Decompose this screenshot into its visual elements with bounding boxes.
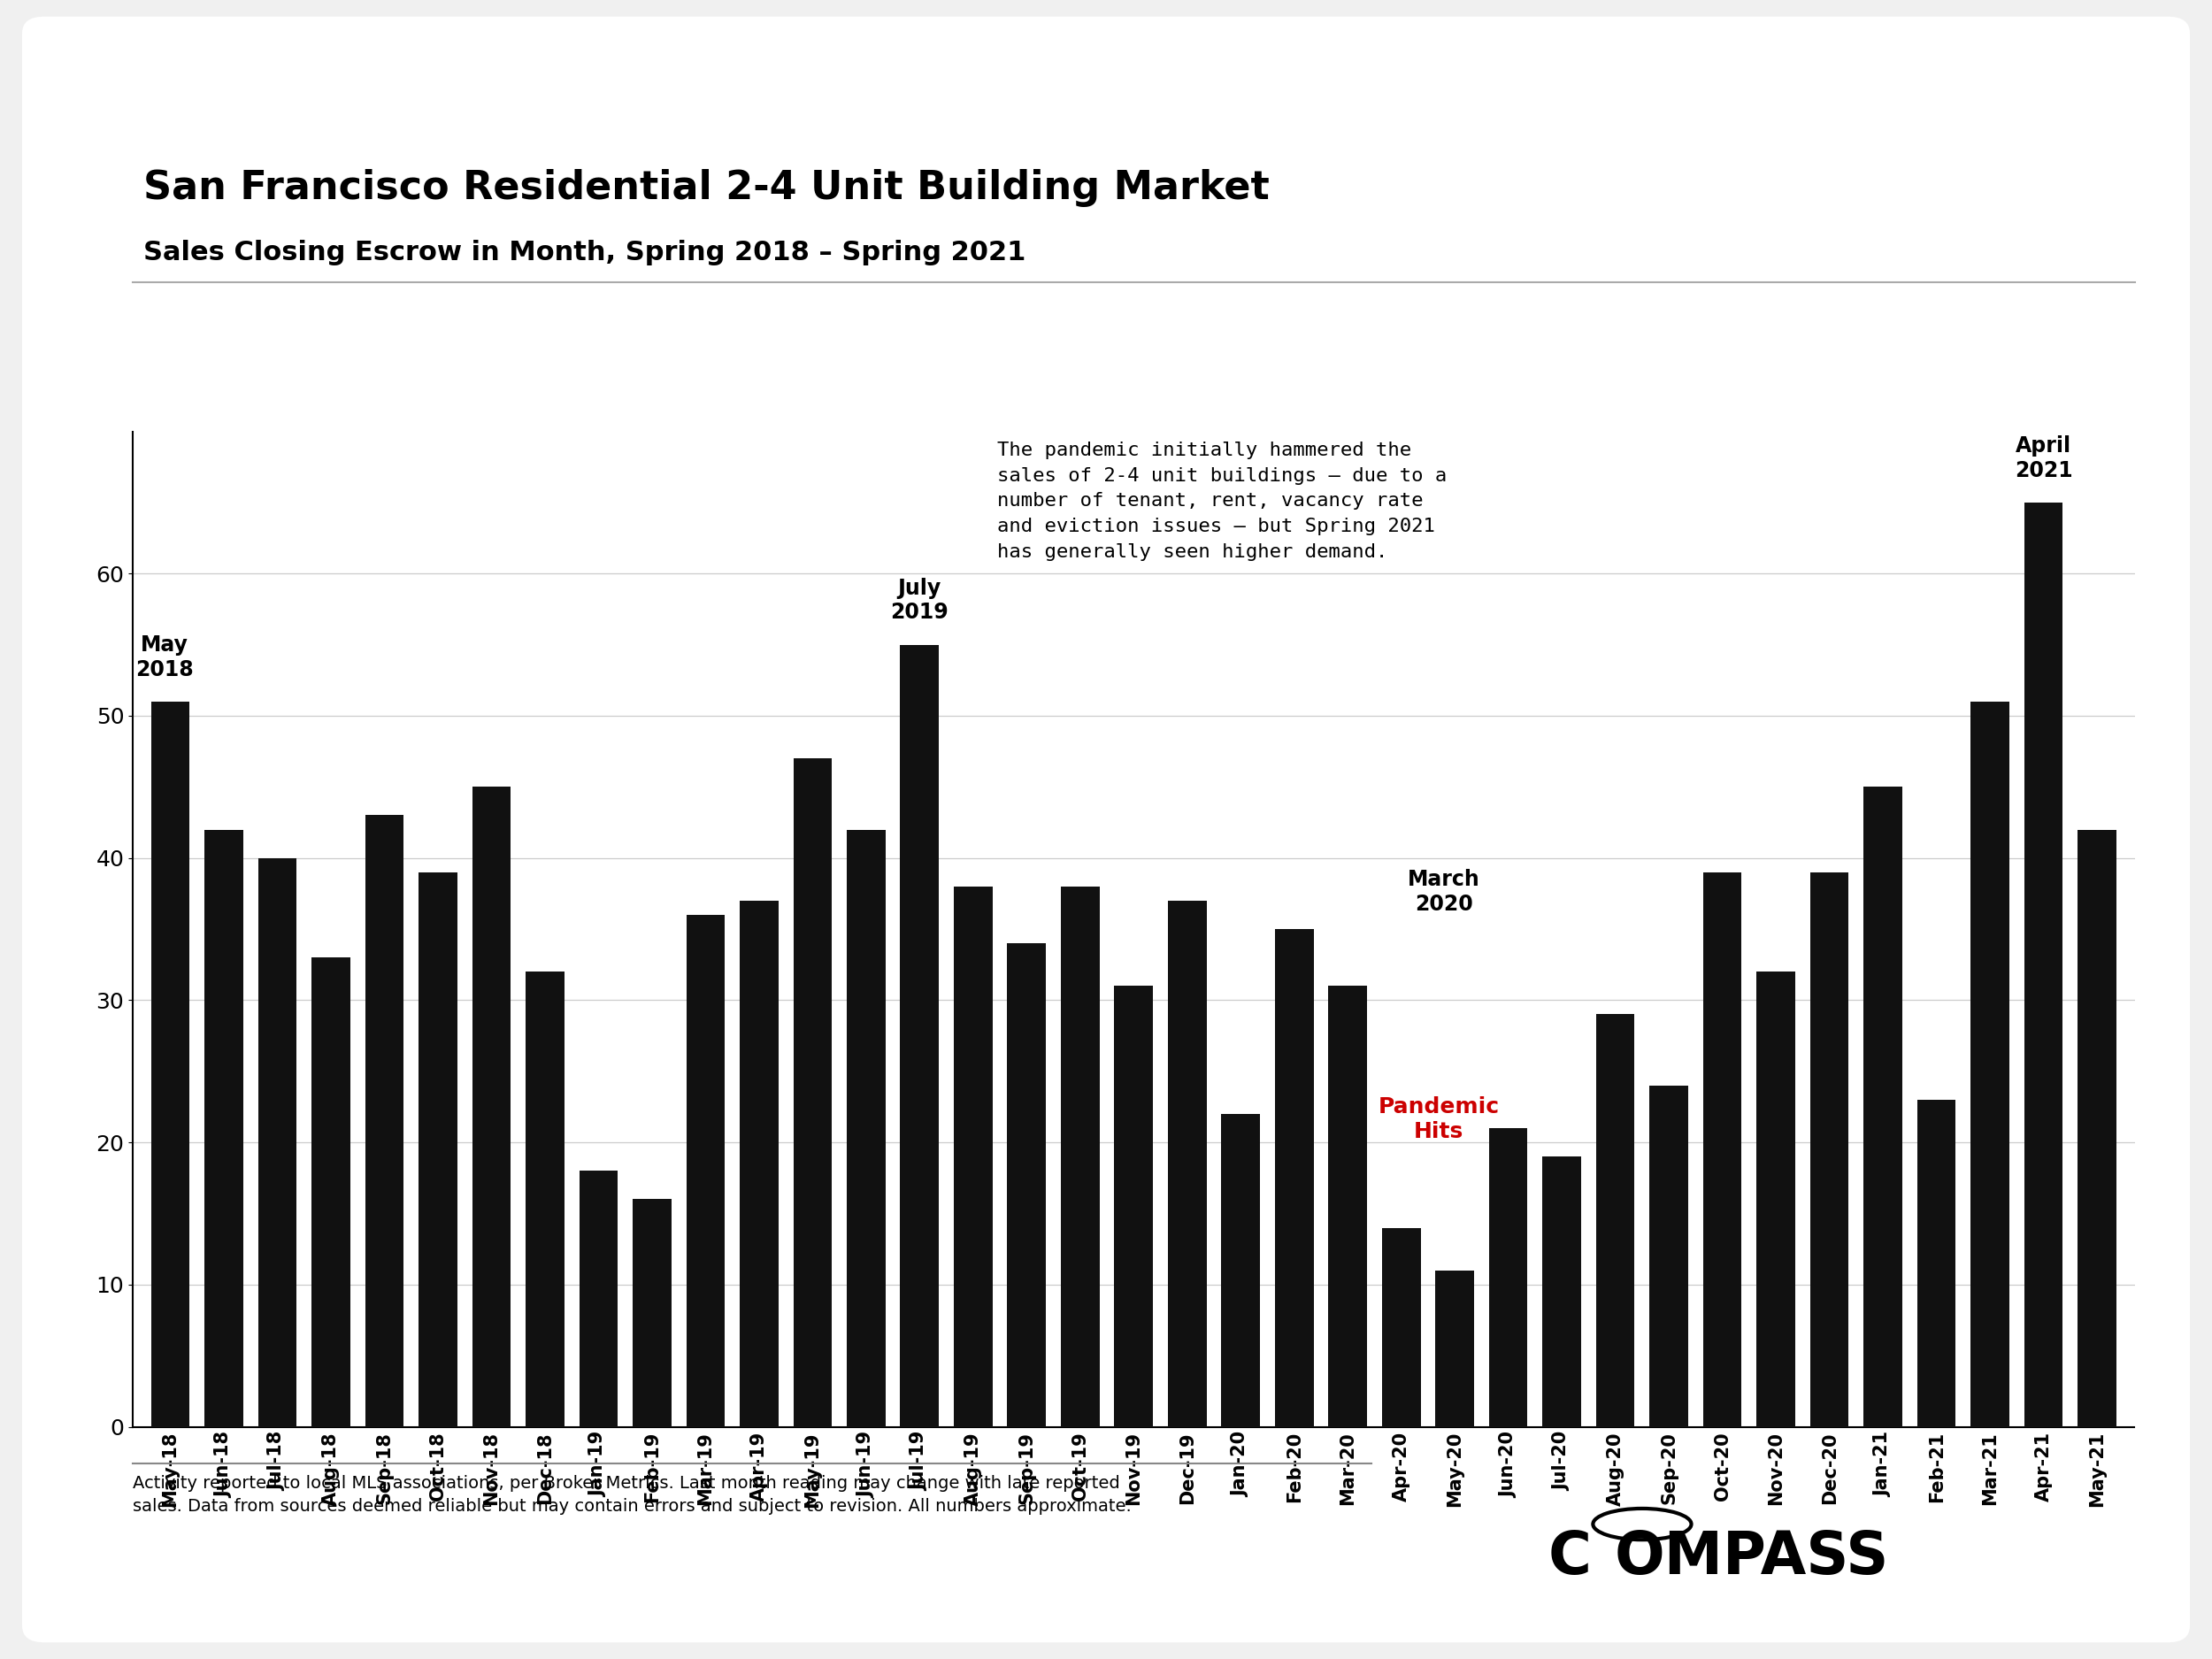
- Text: April
2021: April 2021: [2015, 435, 2073, 481]
- Bar: [2077, 830, 2117, 1427]
- Text: Sales Closing Escrow in Month, Spring 2018 – Spring 2021: Sales Closing Escrow in Month, Spring 20…: [144, 241, 1026, 265]
- Text: July
2019: July 2019: [891, 577, 949, 624]
- Bar: [1274, 929, 1314, 1427]
- Bar: [580, 1171, 617, 1427]
- Text: San Francisco Residential 2-4 Unit Building Market: San Francisco Residential 2-4 Unit Build…: [144, 169, 1270, 207]
- Bar: [1489, 1128, 1528, 1427]
- Bar: [1006, 944, 1046, 1427]
- Bar: [2024, 503, 2064, 1427]
- Bar: [1436, 1271, 1473, 1427]
- Text: March
2020: March 2020: [1407, 869, 1480, 914]
- Bar: [418, 873, 458, 1427]
- Bar: [739, 901, 779, 1427]
- Text: Activity reported to local MLS associations, per Broker Metrics. Last month read: Activity reported to local MLS associati…: [133, 1475, 1133, 1515]
- Bar: [312, 957, 349, 1427]
- Bar: [633, 1199, 670, 1427]
- Bar: [1756, 972, 1796, 1427]
- Bar: [204, 830, 243, 1427]
- Bar: [1329, 985, 1367, 1427]
- Text: The pandemic initially hammered the
sales of 2-4 unit buildings – due to a
numbe: The pandemic initially hammered the sale…: [998, 441, 1447, 561]
- Text: OMPASS: OMPASS: [1615, 1528, 1889, 1586]
- Bar: [1971, 702, 2008, 1427]
- Bar: [900, 645, 938, 1427]
- Bar: [471, 786, 511, 1427]
- Bar: [365, 815, 403, 1427]
- Bar: [1115, 985, 1152, 1427]
- Bar: [1918, 1100, 1955, 1427]
- Bar: [1703, 873, 1741, 1427]
- Bar: [1221, 1113, 1261, 1427]
- Bar: [526, 972, 564, 1427]
- Text: May
2018: May 2018: [135, 634, 195, 680]
- Bar: [150, 702, 190, 1427]
- Bar: [847, 830, 885, 1427]
- Bar: [686, 914, 726, 1427]
- Bar: [1062, 886, 1099, 1427]
- Bar: [1865, 786, 1902, 1427]
- Bar: [1809, 873, 1849, 1427]
- Text: C: C: [1548, 1528, 1593, 1586]
- Bar: [1650, 1085, 1688, 1427]
- Bar: [1542, 1156, 1582, 1427]
- Bar: [1382, 1228, 1420, 1427]
- Bar: [953, 886, 993, 1427]
- Bar: [1597, 1014, 1635, 1427]
- Text: Pandemic
Hits: Pandemic Hits: [1378, 1097, 1500, 1143]
- Bar: [1168, 901, 1206, 1427]
- Bar: [794, 758, 832, 1427]
- Bar: [259, 858, 296, 1427]
